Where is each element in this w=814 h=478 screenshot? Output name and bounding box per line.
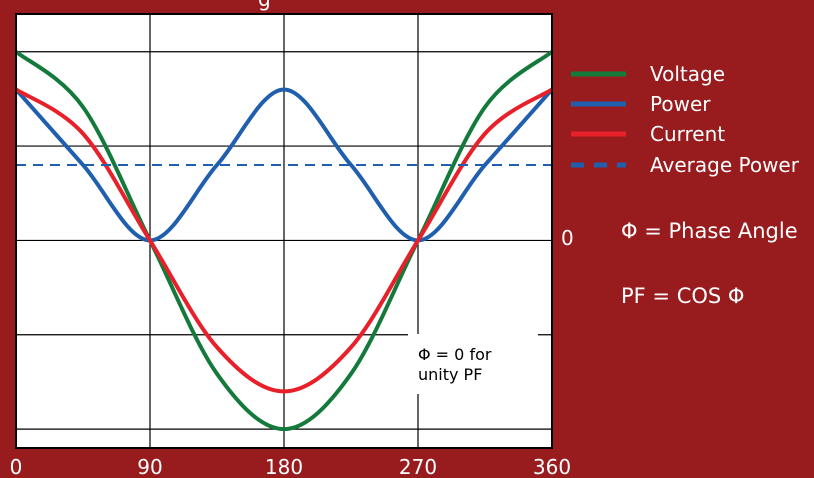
x-tick-labels: 0 90 180 270 360 xyxy=(10,455,571,478)
note-line-2: unity PF xyxy=(418,365,482,384)
power-factor-annotation: PF = COS Φ xyxy=(621,284,744,308)
chart-title-fragment: g xyxy=(258,0,271,11)
x-tick-label-270: 270 xyxy=(399,455,437,478)
x-tick-label-90: 90 xyxy=(137,455,162,478)
x-tick-label-360: 360 xyxy=(533,455,571,478)
legend-label-power: Power xyxy=(650,92,711,116)
legend-label-current: Current xyxy=(650,122,725,146)
y-zero-tick-label: 0 xyxy=(561,226,574,250)
plot-border xyxy=(15,13,553,449)
series-lines xyxy=(14,50,554,432)
plot-area xyxy=(14,13,554,449)
x-tick-label-180: 180 xyxy=(265,455,303,478)
note-box xyxy=(408,334,538,394)
legend: Voltage Power Current Average Power xyxy=(571,62,800,177)
legend-label-voltage: Voltage xyxy=(650,62,725,86)
power-curve xyxy=(14,87,554,243)
voltage-curve xyxy=(14,50,554,432)
phase-angle-annotation: Φ = Phase Angle xyxy=(621,219,798,243)
legend-label-average-power: Average Power xyxy=(650,153,800,177)
x-tick-label-0: 0 xyxy=(10,455,23,478)
current-curve xyxy=(14,87,554,394)
note-line-1: Φ = 0 for xyxy=(418,345,492,364)
